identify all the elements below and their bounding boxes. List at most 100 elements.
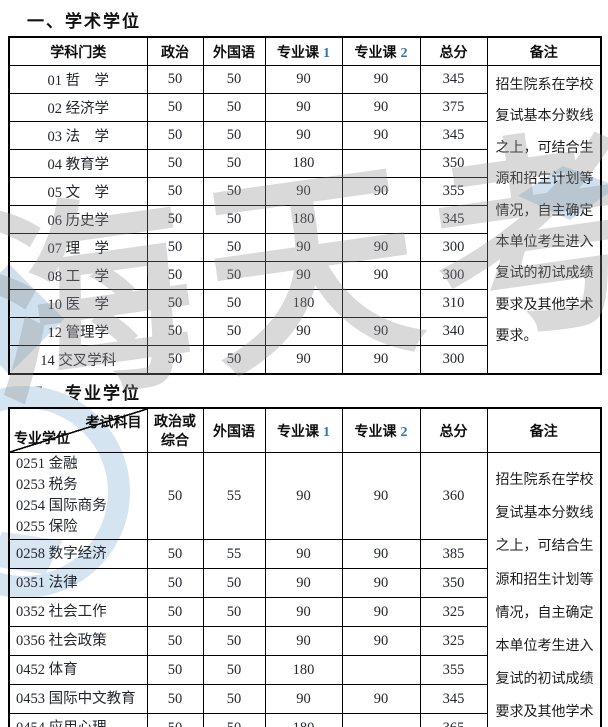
table-row: 05 文 学 50 50 90 90 355 bbox=[8, 177, 601, 206]
cell-foreign: 50 bbox=[202, 65, 266, 94]
cell-subject: 0453 国际中文教育 bbox=[8, 684, 148, 714]
cell-foreign: 55 bbox=[202, 539, 266, 569]
cell-foreign: 50 bbox=[202, 713, 266, 727]
table-row: 08 工 学 50 50 90 90 300 bbox=[8, 261, 601, 290]
cell-course2: 90 bbox=[341, 317, 421, 346]
table-row: 01 哲 学 50 50 90 90 345 招生院系在学校 复试基本分数线 之… bbox=[8, 65, 602, 375]
cell-foreign: 50 bbox=[202, 568, 266, 598]
cell-total: 300 bbox=[419, 233, 488, 262]
cell-politics: 50 bbox=[146, 655, 204, 685]
cell-politics: 50 bbox=[146, 539, 204, 569]
cell-total: 360 bbox=[419, 452, 488, 540]
cell-politics: 50 bbox=[146, 568, 204, 598]
cell-politics: 50 bbox=[146, 205, 204, 234]
cell-course2 bbox=[341, 149, 421, 178]
cell-politics: 50 bbox=[146, 121, 204, 150]
table-header-row: 考试科目 专业学位 政治或 综合 外国语 专业课 1 专业课 2 总分 备注 bbox=[8, 407, 602, 453]
cell-foreign: 50 bbox=[202, 149, 266, 178]
section-title-academic: 一、学术学位 bbox=[27, 12, 141, 31]
cell-course2: 90 bbox=[341, 452, 421, 540]
cell-subject: 0356 社会政策 bbox=[8, 626, 148, 656]
cell-subject: 0251 金融 0253 税务 0254 国际商务 0255 保险 bbox=[8, 452, 148, 540]
cell-politics: 50 bbox=[146, 65, 204, 94]
cell-total: 310 bbox=[419, 289, 488, 318]
section-title-professional: 二、专业学位 bbox=[27, 384, 141, 403]
cell-course2: 90 bbox=[341, 93, 421, 122]
cell-course1: 90 bbox=[264, 177, 343, 206]
cell-course1: 90 bbox=[264, 261, 343, 290]
cell-subject: 12 管理学 bbox=[8, 317, 148, 346]
cell-course2: 90 bbox=[341, 177, 421, 206]
cell-course1: 180 bbox=[264, 655, 343, 685]
cell-course2 bbox=[341, 713, 421, 727]
cell-course2: 90 bbox=[341, 121, 421, 150]
cell-total: 355 bbox=[419, 655, 488, 685]
col-header-total: 总分 bbox=[419, 407, 488, 453]
cell-course2 bbox=[341, 655, 421, 685]
cell-course1: 90 bbox=[264, 65, 343, 94]
cell-course2: 90 bbox=[341, 233, 421, 262]
table-row: 10 医 学 50 50 180 310 bbox=[8, 289, 601, 318]
cell-course2: 90 bbox=[341, 568, 421, 598]
cell-course1: 90 bbox=[264, 93, 343, 122]
cell-subject: 0452 体育 bbox=[8, 655, 148, 685]
cell-foreign: 50 bbox=[202, 93, 266, 122]
cell-subject: 01 哲 学 bbox=[8, 65, 148, 94]
cell-course2: 90 bbox=[341, 597, 421, 627]
table-row: 14 交叉学科 50 50 90 90 300 bbox=[8, 345, 601, 375]
cell-course1: 90 bbox=[264, 317, 343, 346]
cell-course2: 90 bbox=[341, 261, 421, 290]
academic-scores-table: 学科门类 政治 外国语 专业课 1 专业课 2 总分 备注 01 哲 学 50 … bbox=[8, 36, 602, 375]
table-row: 0452 体育 50 50 180 355 bbox=[8, 655, 601, 685]
cell-subject: 14 交叉学科 bbox=[8, 345, 148, 375]
cell-total: 365 bbox=[419, 713, 488, 727]
cell-total: 375 bbox=[419, 93, 488, 122]
cell-total: 325 bbox=[419, 626, 488, 656]
cell-subject: 03 法 学 bbox=[8, 121, 148, 150]
remark-cell: 招生院系在学校 复试基本分数线 之上，可结合生 源和招生计划等 情况，自主确定 … bbox=[486, 65, 602, 375]
cell-total: 340 bbox=[419, 317, 488, 346]
corner-label-exam-subjects: 考试科目 bbox=[85, 414, 142, 430]
col-header-total: 总分 bbox=[419, 36, 488, 66]
cell-foreign: 50 bbox=[202, 177, 266, 206]
cell-total: 385 bbox=[419, 539, 488, 569]
cell-subject: 0258 数字经济 bbox=[8, 539, 148, 569]
table-row: 04 教育学 50 50 180 350 bbox=[8, 149, 601, 178]
cell-foreign: 50 bbox=[202, 597, 266, 627]
table-row: 06 历史学 50 50 180 345 bbox=[8, 205, 601, 234]
cell-subject: 0351 法律 bbox=[8, 568, 148, 598]
cell-subject: 04 教育学 bbox=[8, 149, 148, 178]
cell-total: 345 bbox=[419, 121, 488, 150]
corner-label-degree-type: 专业学位 bbox=[14, 430, 70, 446]
cell-total: 325 bbox=[419, 597, 488, 627]
col-header-subject: 学科门类 bbox=[8, 36, 148, 66]
cell-total: 345 bbox=[419, 684, 488, 714]
cell-course1: 90 bbox=[264, 345, 343, 375]
cell-total: 350 bbox=[419, 149, 488, 178]
cell-foreign: 50 bbox=[202, 121, 266, 150]
col-header-politics: 政治或 综合 bbox=[146, 407, 204, 453]
cell-politics: 50 bbox=[146, 345, 204, 375]
table-row: 0251 金融 0253 税务 0254 国际商务 0255 保险 50 55 … bbox=[8, 452, 602, 727]
cell-politics: 50 bbox=[146, 289, 204, 318]
table-row: 0453 国际中文教育 50 50 90 90 345 bbox=[8, 684, 601, 714]
cell-politics: 50 bbox=[146, 626, 204, 656]
cell-subject: 05 文 学 bbox=[8, 177, 148, 206]
col-header-politics: 政治 bbox=[146, 36, 204, 66]
cell-course1: 180 bbox=[264, 205, 343, 234]
cell-course1: 90 bbox=[264, 568, 343, 598]
cell-subject: 0454 应用心理 bbox=[8, 713, 148, 727]
corner-header-cell: 考试科目 专业学位 bbox=[8, 407, 148, 453]
col-header-foreign: 外国语 bbox=[202, 407, 266, 453]
cell-course2: 90 bbox=[341, 626, 421, 656]
cell-total: 300 bbox=[419, 261, 488, 290]
cell-foreign: 50 bbox=[202, 205, 266, 234]
cell-course2: 90 bbox=[341, 345, 421, 375]
cell-politics: 50 bbox=[146, 93, 204, 122]
cell-total: 345 bbox=[419, 205, 488, 234]
cell-course1: 90 bbox=[264, 121, 343, 150]
col-header-course2: 专业课 2 bbox=[341, 407, 421, 453]
remark-cell: 招生院系在学校 复试基本分数线 之上，可结合生 源和招生计划等 情况，自主确定 … bbox=[486, 452, 602, 727]
cell-foreign: 55 bbox=[202, 452, 266, 540]
